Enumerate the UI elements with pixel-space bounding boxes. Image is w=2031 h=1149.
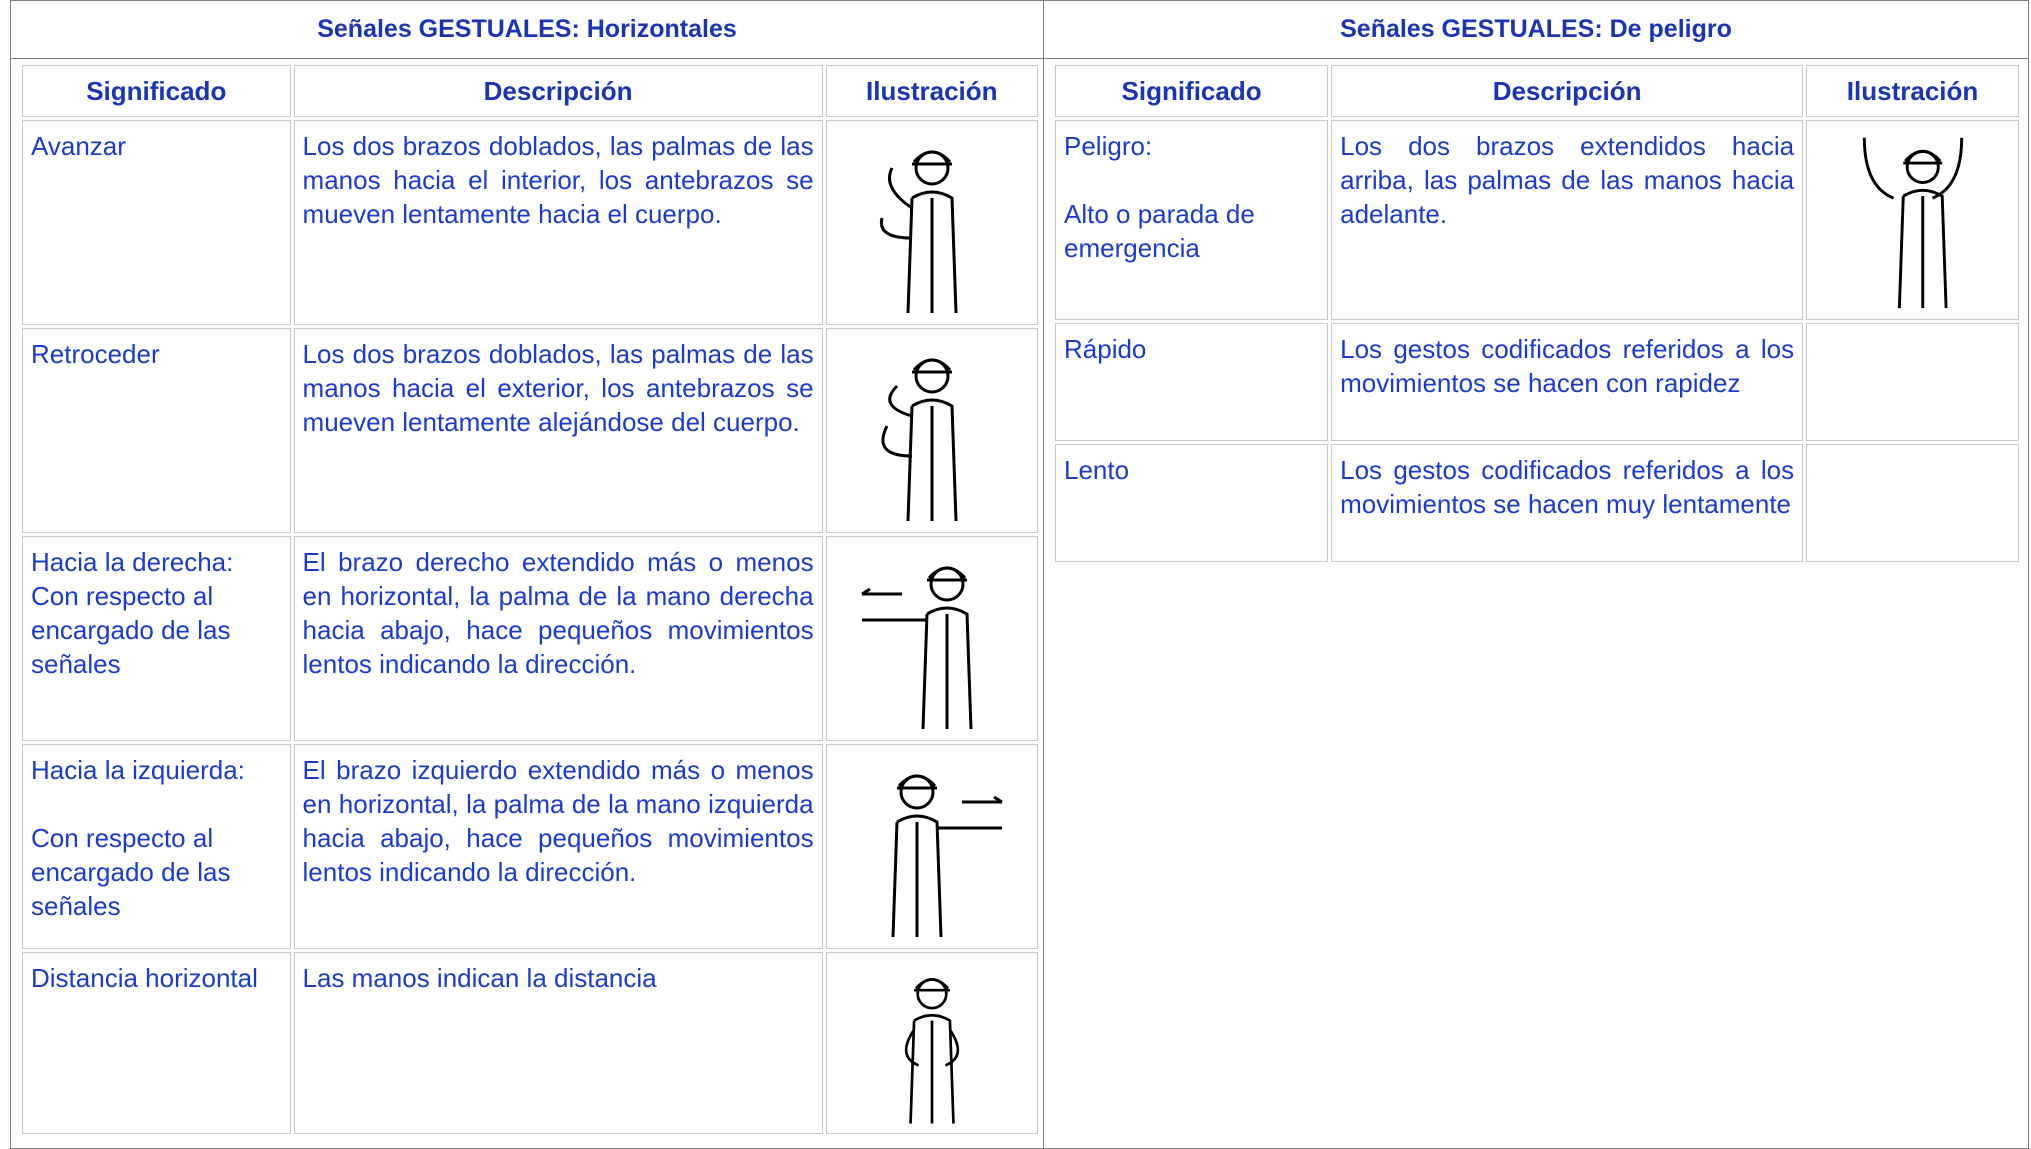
illustration [1806,444,2019,562]
meaning-cell: Hacia la izquierda: Con respecto al encar… [22,744,291,949]
column-header: Ilustración [1806,65,2019,117]
description: Los gestos codificados referidos a los m… [1331,444,1804,562]
meaning: Con respecto al encargado de las señales [31,823,231,921]
signals-table: Significado Descripción Ilustración Peli… [1052,62,2022,565]
signals-table: Significado Descripción Ilustración Avan… [19,62,1041,1137]
illustration [1806,323,2019,441]
illustration [825,952,1038,1134]
illustration [1806,120,2019,320]
column-header: Significado [1055,65,1329,117]
meaning: Lento [1064,455,1130,485]
meaning: Alto o parada de emergencia [1064,199,1255,263]
meaning: Distancia horizontal [31,963,258,993]
column-header: Descripción [293,65,823,117]
meaning-cell: Peligro: Alto o parada de emergencia [1055,120,1329,320]
meaning-cell: Rápido [1055,323,1329,441]
description: El brazo derecho extendido más o menos e… [293,536,823,741]
meaning-cell: Retroceder [22,328,291,533]
gesture-figure [904,958,959,1128]
description: Los dos brazos doblados, las palmas de l… [293,328,823,533]
panel-title: Señales GESTUALES: De peligro [1044,1,2028,59]
illustration [825,120,1038,325]
layout-table: Señales GESTUALES: Horizontales Signific… [10,0,2029,1149]
left-panel: Señales GESTUALES: Horizontales Signific… [10,0,1044,1149]
meaning-cell: Hacia la derecha: Con respecto al encarga… [22,536,291,741]
illustration [825,744,1038,949]
description: Los gestos codificados referidos a los m… [1331,323,1804,441]
description: Los dos brazos doblados, las palmas de l… [293,120,823,325]
gesture-figure [891,774,1003,938]
right-panel: Señales GESTUALES: De peligro Significad… [1043,0,2029,1149]
meaning: Hacia la derecha: [31,547,234,577]
meaning-cell: Distancia horizontal [22,952,291,1134]
gesture-figure [860,566,973,730]
meaning: Hacia la izquierda: [31,755,245,785]
meaning: Peligro: [1064,131,1153,161]
column-header: Descripción [1331,65,1804,117]
gesture-figure [881,336,992,526]
meaning-cell: Lento [1055,444,1329,562]
description: El brazo izquierdo extendido más o menos… [293,744,823,949]
panel-title: Señales GESTUALES: Horizontales [11,1,1043,59]
gesture-figure [1862,137,1963,313]
column-header: Significado [22,65,291,117]
description: Las manos indican la distancia [293,952,823,1134]
meaning: Retroceder [31,339,160,369]
illustration [825,328,1038,533]
gesture-figure [879,128,992,318]
illustration [825,536,1038,741]
meaning: Con respecto al encargado de las señales [31,581,231,679]
meaning: Rápido [1064,334,1147,364]
meaning: Avanzar [31,131,126,161]
meaning-cell: Avanzar [22,120,291,325]
description: Los dos brazos extendidos hacia arriba, … [1331,120,1804,320]
column-header: Ilustración [825,65,1038,117]
